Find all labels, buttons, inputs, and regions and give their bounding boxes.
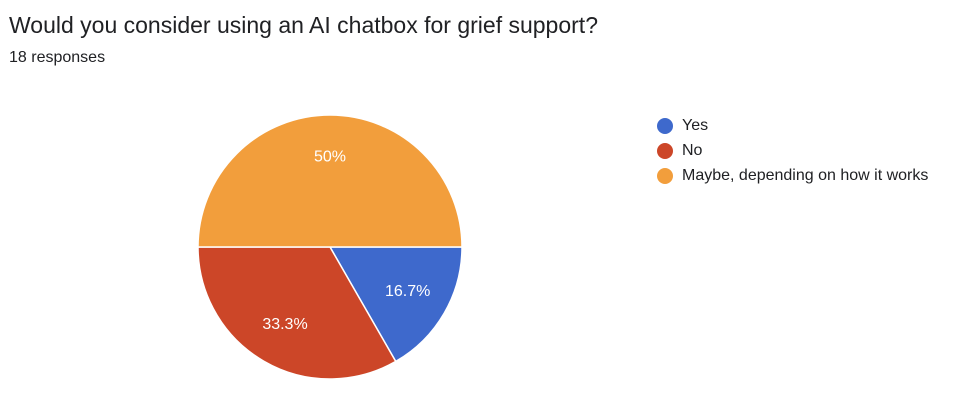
slice-percent-label: 16.7%: [385, 283, 430, 300]
pie-slice-maybe-depending-on-how-it-works[interactable]: [197, 114, 463, 248]
pie-slice-no[interactable]: [197, 246, 397, 380]
slice-percent-label: 33.3%: [262, 316, 307, 333]
legend-item-yes[interactable]: Yes: [657, 113, 928, 138]
question-title: Would you consider using an AI chatbox f…: [9, 12, 598, 38]
pie-slice-labels: 16.7% 33.3% 50%: [262, 148, 430, 333]
pie-slice-yes[interactable]: [328, 246, 463, 363]
legend-label: Yes: [682, 116, 709, 134]
legend-swatch: [657, 142, 673, 159]
pie-slices: [197, 114, 463, 380]
response-count: 18 responses: [9, 49, 106, 66]
chart-legend: Yes No Maybe, depending on how it works: [657, 113, 928, 188]
legend-swatch: [657, 117, 673, 134]
legend-item-no[interactable]: No: [657, 138, 928, 163]
legend-label: Maybe, depending on how it works: [682, 166, 929, 184]
legend-swatch: [657, 167, 673, 184]
legend-label: No: [682, 141, 703, 159]
legend-item-maybe-depending-on-how-it-works[interactable]: Maybe, depending on how it works: [657, 163, 928, 188]
slice-percent-label: 50%: [314, 148, 346, 165]
